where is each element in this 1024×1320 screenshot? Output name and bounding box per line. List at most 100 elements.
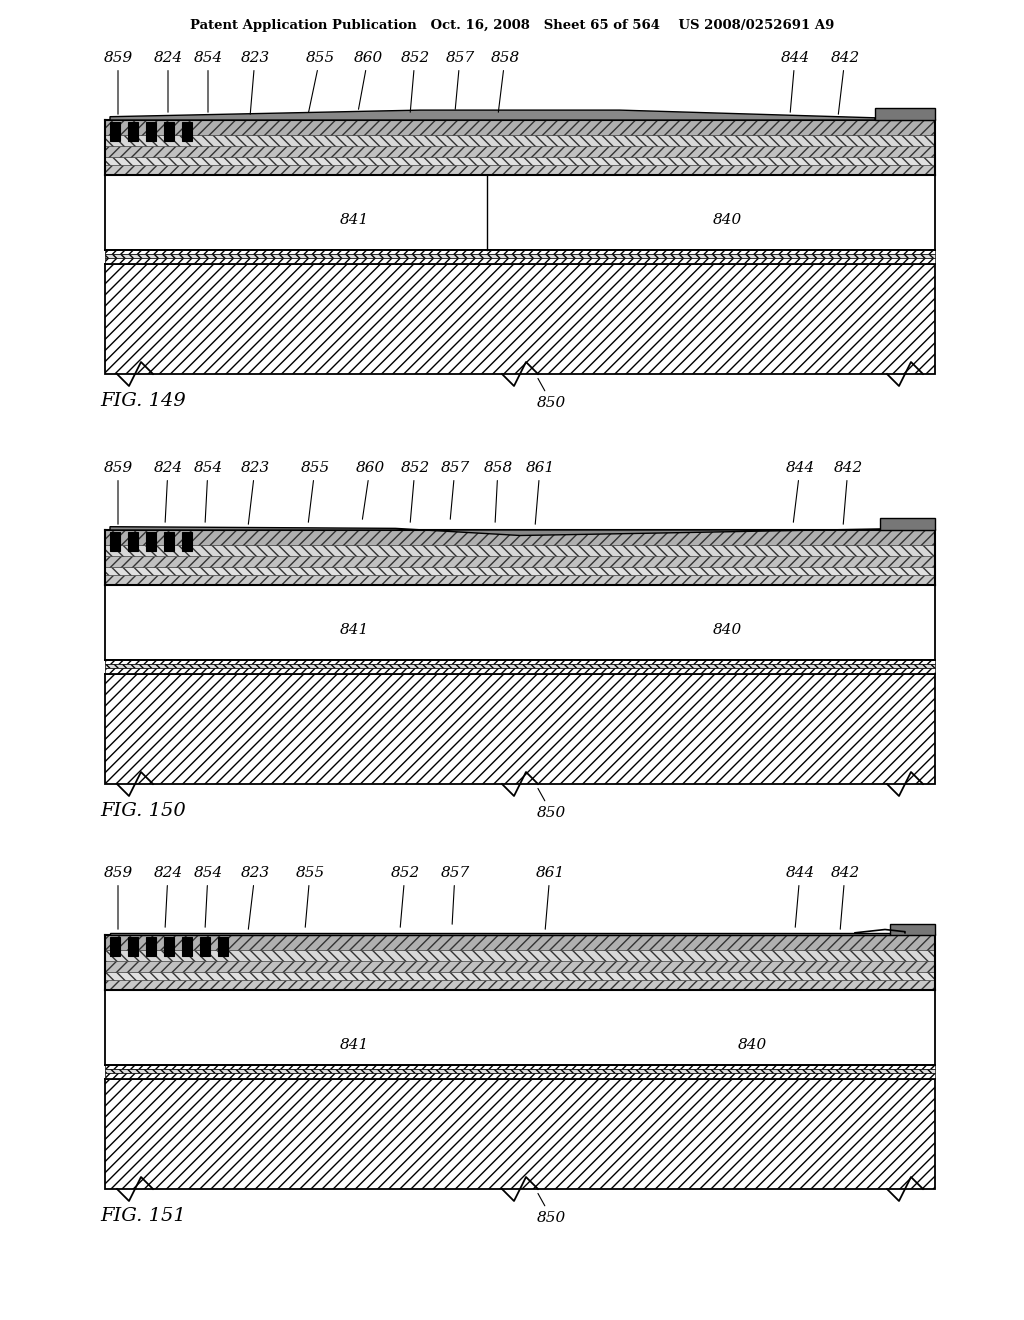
- Bar: [105, 545, 935, 556]
- Text: 841: 841: [339, 623, 369, 638]
- Bar: [105, 1078, 935, 1189]
- Bar: [146, 121, 156, 141]
- Bar: [105, 145, 935, 157]
- Text: 823: 823: [241, 866, 269, 929]
- Bar: [105, 664, 935, 668]
- Text: 844: 844: [785, 461, 815, 523]
- Text: 858: 858: [490, 51, 519, 112]
- Text: 852: 852: [390, 866, 420, 927]
- Text: Patent Application Publication   Oct. 16, 2008   Sheet 65 of 564    US 2008/0252: Patent Application Publication Oct. 16, …: [189, 18, 835, 32]
- Bar: [874, 108, 935, 120]
- Text: 823: 823: [241, 461, 269, 524]
- Bar: [105, 157, 935, 165]
- Text: 840: 840: [713, 623, 742, 638]
- Text: 854: 854: [194, 866, 222, 927]
- Bar: [105, 1065, 935, 1069]
- Text: 850: 850: [537, 1193, 566, 1225]
- Text: 854: 854: [194, 461, 222, 523]
- Bar: [182, 121, 193, 141]
- Text: 841: 841: [339, 1038, 369, 1052]
- Text: 824: 824: [154, 461, 182, 523]
- Text: 859: 859: [103, 461, 133, 524]
- Bar: [105, 668, 935, 675]
- Text: 824: 824: [154, 51, 182, 112]
- Bar: [105, 257, 935, 264]
- Bar: [105, 1069, 935, 1073]
- Bar: [105, 253, 935, 257]
- Bar: [110, 532, 120, 552]
- Bar: [164, 121, 174, 141]
- Bar: [105, 961, 935, 972]
- Polygon shape: [486, 990, 935, 1065]
- Bar: [105, 979, 935, 990]
- Bar: [164, 937, 174, 956]
- Polygon shape: [486, 176, 935, 249]
- Bar: [105, 972, 935, 979]
- Text: 859: 859: [103, 866, 133, 929]
- Text: 858: 858: [483, 461, 513, 523]
- Bar: [200, 937, 210, 956]
- Bar: [105, 120, 935, 135]
- Bar: [218, 937, 228, 956]
- Polygon shape: [486, 585, 935, 660]
- Bar: [105, 165, 935, 176]
- Text: 840: 840: [713, 213, 742, 227]
- Text: 860: 860: [353, 51, 383, 110]
- Bar: [128, 937, 138, 956]
- Text: 842: 842: [830, 51, 859, 115]
- Bar: [105, 531, 935, 545]
- Polygon shape: [110, 527, 880, 536]
- Bar: [105, 176, 486, 249]
- Text: 823: 823: [241, 51, 269, 115]
- Text: 840: 840: [737, 1038, 767, 1052]
- Text: 842: 842: [830, 866, 859, 929]
- Text: 861: 861: [525, 461, 555, 524]
- Text: 850: 850: [537, 379, 566, 411]
- Text: FIG. 151: FIG. 151: [100, 1206, 185, 1225]
- Bar: [890, 924, 935, 935]
- Bar: [105, 249, 935, 253]
- Text: 857: 857: [445, 51, 475, 110]
- Bar: [880, 517, 935, 531]
- Bar: [128, 532, 138, 552]
- Text: 844: 844: [785, 866, 815, 927]
- Text: 855: 855: [305, 51, 335, 112]
- Bar: [105, 135, 935, 145]
- Bar: [105, 660, 935, 664]
- Text: 852: 852: [400, 461, 430, 523]
- Polygon shape: [110, 933, 890, 935]
- Bar: [105, 1073, 935, 1078]
- Bar: [146, 937, 156, 956]
- Text: 841: 841: [339, 213, 369, 227]
- Bar: [105, 566, 935, 576]
- Bar: [128, 121, 138, 141]
- Bar: [105, 990, 486, 1065]
- Text: 842: 842: [834, 461, 862, 524]
- Text: 857: 857: [440, 866, 470, 924]
- Bar: [110, 121, 120, 141]
- Text: 857: 857: [440, 461, 470, 519]
- Bar: [105, 576, 935, 585]
- Text: 859: 859: [103, 51, 133, 115]
- Bar: [182, 532, 193, 552]
- Text: 860: 860: [355, 461, 385, 519]
- Bar: [105, 585, 486, 660]
- Text: 844: 844: [780, 51, 810, 112]
- Bar: [164, 532, 174, 552]
- Text: 861: 861: [536, 866, 564, 929]
- Text: 855: 855: [300, 461, 330, 523]
- Bar: [182, 937, 193, 956]
- Bar: [110, 937, 120, 956]
- Bar: [146, 532, 156, 552]
- Text: 854: 854: [194, 51, 222, 112]
- Bar: [105, 675, 935, 784]
- Polygon shape: [110, 110, 874, 120]
- Text: 824: 824: [154, 866, 182, 927]
- Text: 855: 855: [295, 866, 325, 927]
- Text: FIG. 149: FIG. 149: [100, 392, 185, 411]
- Bar: [105, 264, 935, 374]
- Bar: [105, 935, 935, 950]
- Text: 852: 852: [400, 51, 430, 112]
- Bar: [105, 950, 935, 961]
- Text: 850: 850: [537, 788, 566, 820]
